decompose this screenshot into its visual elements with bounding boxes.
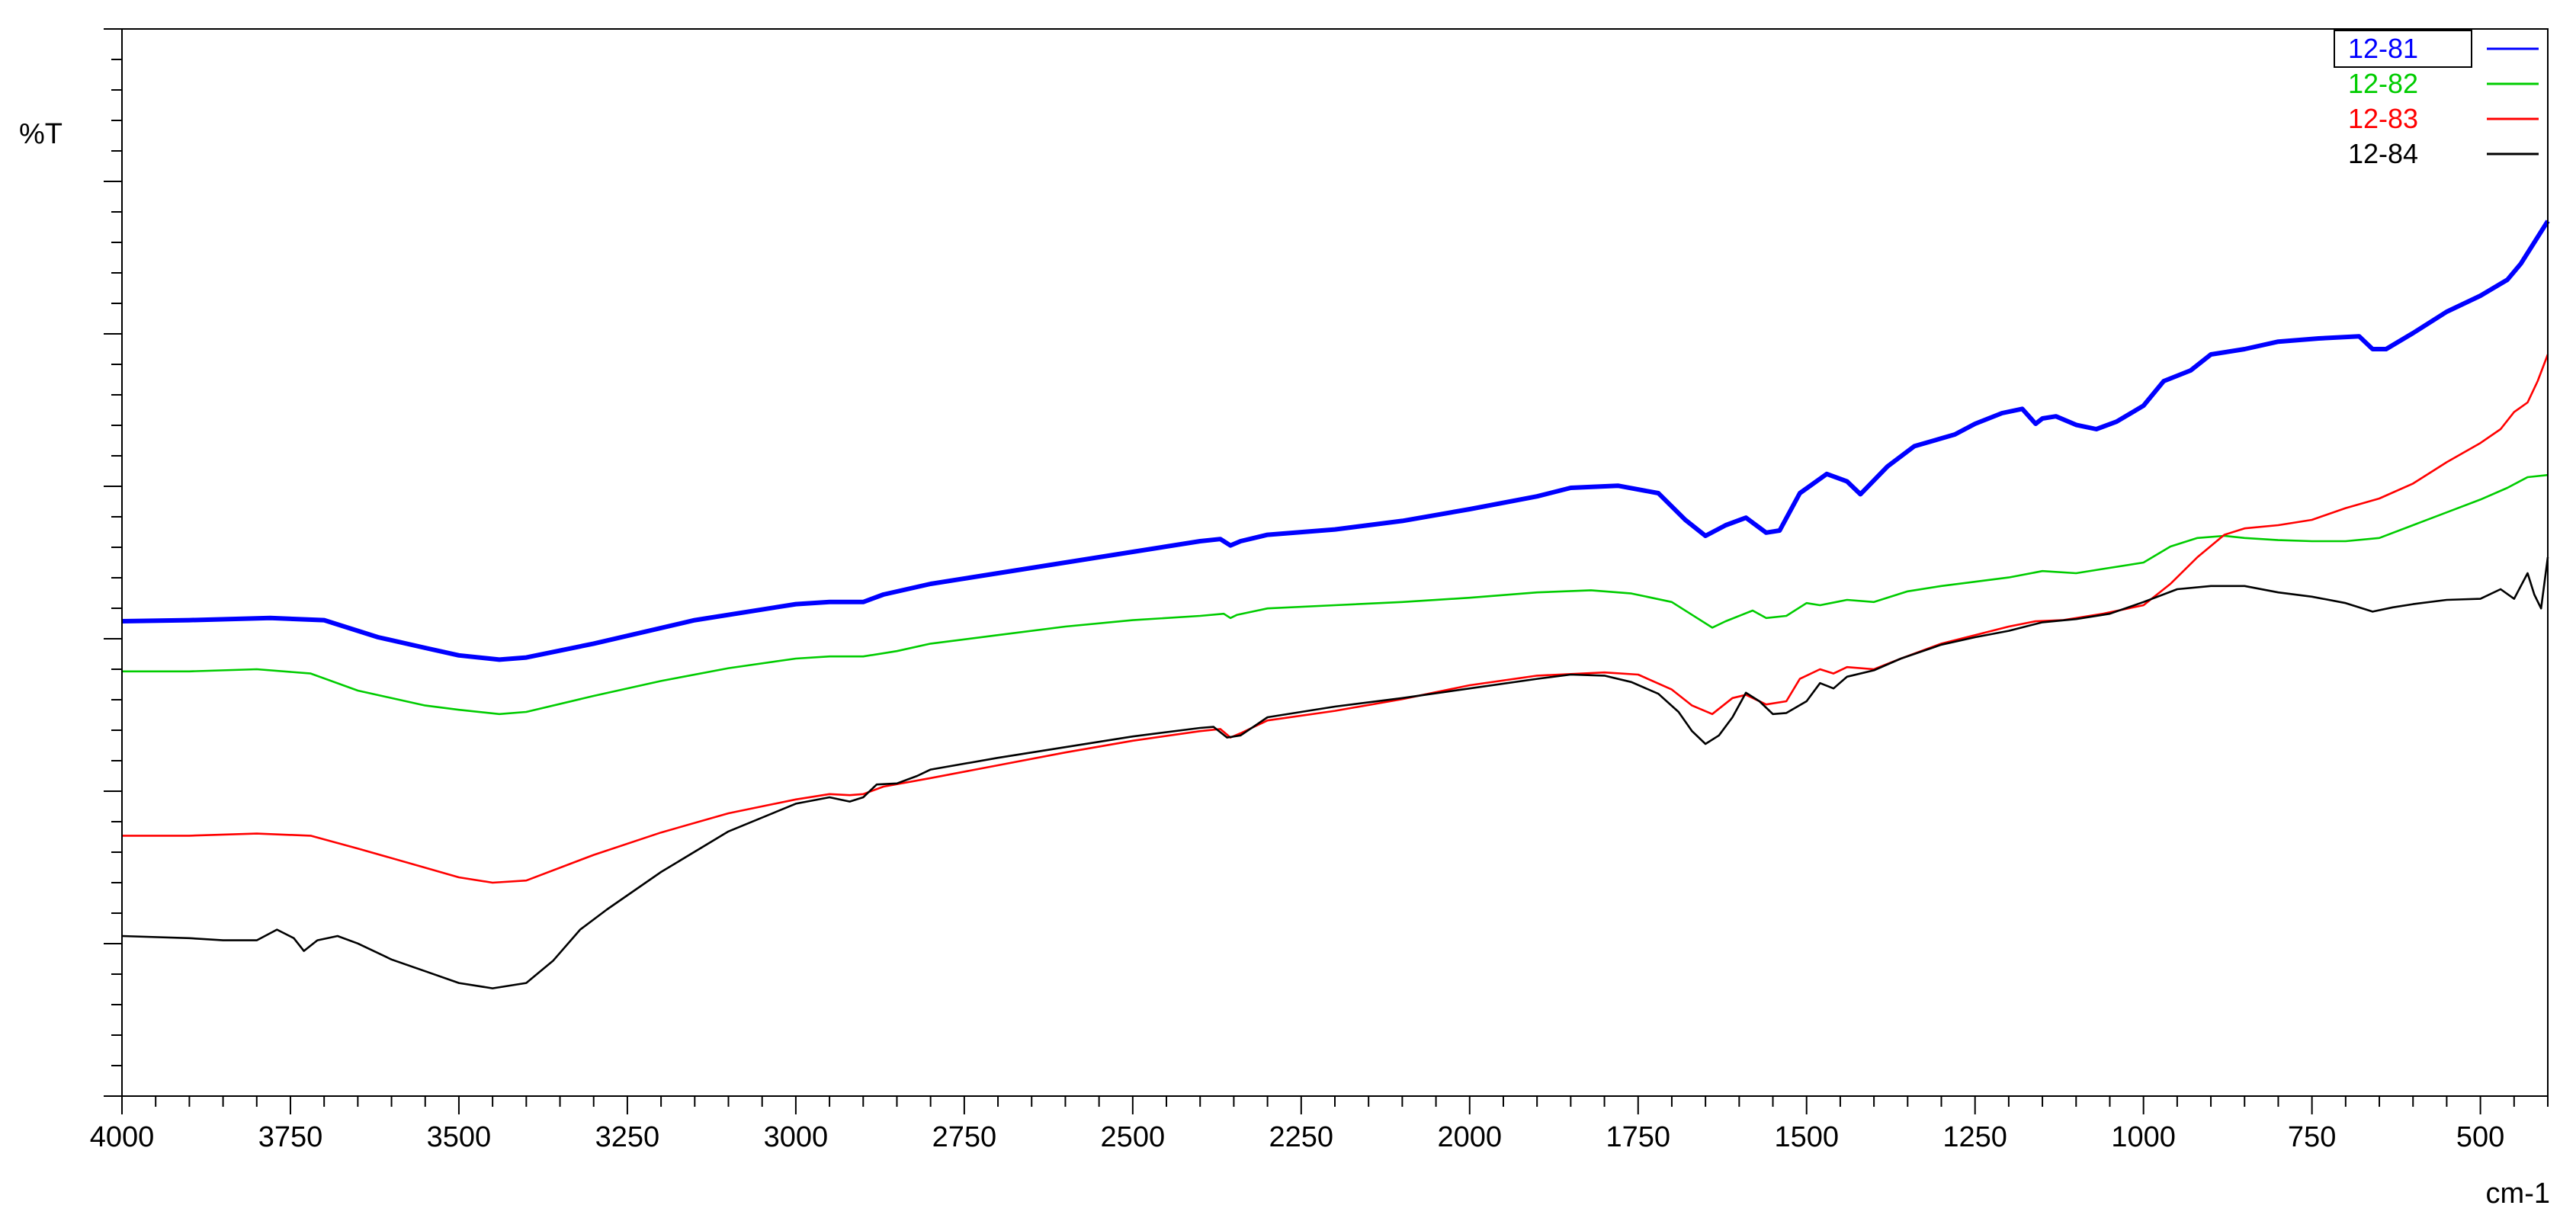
x-tick-label: 3750 <box>258 1121 323 1153</box>
legend: 12-81 12-82 12-83 12-84 <box>2334 30 2539 169</box>
x-tick-label: 500 <box>2456 1121 2504 1153</box>
legend-label-12-84: 12-84 <box>2348 138 2418 169</box>
plot-frame <box>121 28 2549 1097</box>
x-tick-label: 2500 <box>1101 1121 1166 1153</box>
y-axis-label: %T <box>19 118 63 150</box>
x-tick-label: 1750 <box>1606 1121 1670 1153</box>
x-tick-label: 2000 <box>1438 1121 1503 1153</box>
x-tick-label: 2750 <box>932 1121 997 1153</box>
y-axis-ticks <box>104 28 122 1097</box>
x-tick-label: 1250 <box>1942 1121 2007 1153</box>
series-line-12-84 <box>121 556 2549 989</box>
x-axis-label: cm-1 <box>2486 1178 2550 1210</box>
legend-selection-box <box>2334 30 2472 68</box>
x-tick-label: 3500 <box>427 1121 492 1153</box>
series-layer <box>121 220 2550 989</box>
x-tick-label: 1500 <box>1774 1121 1839 1153</box>
x-axis-ticks <box>121 1096 2549 1114</box>
legend-label-12-81: 12-81 <box>2348 33 2418 64</box>
legend-label-12-83: 12-83 <box>2348 103 2418 134</box>
series-line-12-83 <box>122 354 2549 884</box>
x-axis-tick-labels: 4000 3750 3500 3250 3000 2750 2500 2250 2000 1750… <box>90 1121 2505 1153</box>
legend-label-12-82: 12-82 <box>2348 68 2418 99</box>
x-tick-label: 1000 <box>2111 1121 2176 1153</box>
x-tick-label: 3250 <box>595 1121 660 1153</box>
series-line-12-81 <box>121 220 2550 662</box>
x-tick-label: 2250 <box>1269 1121 1334 1153</box>
x-tick-label: 4000 <box>90 1121 155 1153</box>
series-line-12-82 <box>122 473 2549 716</box>
x-tick-label: 3000 <box>764 1121 829 1153</box>
x-tick-label: 750 <box>2288 1121 2336 1153</box>
